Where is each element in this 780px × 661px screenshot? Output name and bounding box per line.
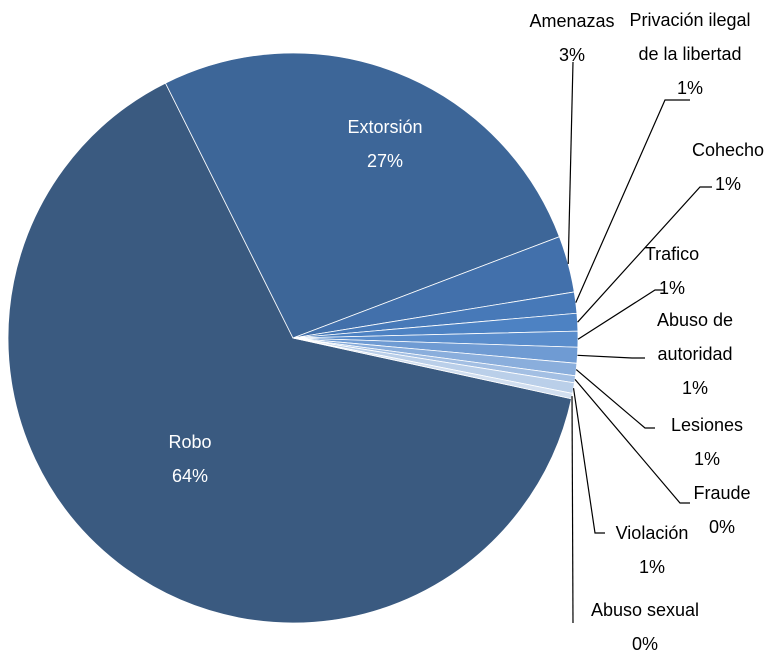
slice-name: Trafico xyxy=(644,244,700,264)
slice-name: Extorsión xyxy=(347,117,423,137)
slice-name: Abuso de autoridad xyxy=(656,310,734,364)
slice-name: Privación ilegal de la libertad xyxy=(629,10,751,64)
slice-label: Abuso sexual 0% xyxy=(570,593,720,661)
slice-label: Amenazas 3% xyxy=(517,4,627,72)
slice-name: Robo xyxy=(168,432,212,452)
pie-slice xyxy=(7,82,572,624)
slice-percent: 27% xyxy=(366,151,404,171)
slice-label: Robo 64% xyxy=(140,425,240,493)
slice-percent: 3% xyxy=(558,45,585,65)
slice-name: Violación xyxy=(615,523,689,543)
slice-name: Abuso sexual xyxy=(590,600,700,620)
slice-label: Fraude 0% xyxy=(677,476,767,544)
leader-line xyxy=(567,61,574,264)
slice-percent: 1% xyxy=(676,78,703,98)
leader-line xyxy=(571,396,574,624)
leader-line xyxy=(575,99,690,303)
slice-percent: 64% xyxy=(171,466,209,486)
slice-label: Cohecho 1% xyxy=(678,133,778,201)
slice-percent: 1% xyxy=(658,278,685,298)
leader-line xyxy=(575,369,655,429)
leader-line xyxy=(572,388,605,534)
slice-name: Cohecho xyxy=(691,140,765,160)
slice-percent: 1% xyxy=(638,557,665,577)
slice-label: Abuso de autoridad 1% xyxy=(645,303,745,405)
slice-percent: 0% xyxy=(631,634,658,654)
leader-line xyxy=(577,354,645,359)
slice-label: Lesiones 1% xyxy=(657,408,757,476)
slice-percent: 1% xyxy=(714,174,741,194)
pie-slice xyxy=(164,52,560,339)
slice-percent: 1% xyxy=(693,449,720,469)
slice-label: Violación 1% xyxy=(602,516,702,584)
leader-line xyxy=(574,378,690,504)
slice-name: Fraude xyxy=(693,483,751,503)
slice-percent: 0% xyxy=(708,517,735,537)
slice-name: Lesiones xyxy=(670,415,744,435)
slice-label: Extorsión 27% xyxy=(325,110,445,178)
slice-percent: 1% xyxy=(681,378,708,398)
slice-label: Trafico 1% xyxy=(627,237,717,305)
slice-label: Privación ilegal de la libertad 1% xyxy=(620,3,760,105)
leader-line xyxy=(577,289,665,340)
slice-name: Amenazas xyxy=(529,11,615,31)
leader-line xyxy=(577,186,712,323)
